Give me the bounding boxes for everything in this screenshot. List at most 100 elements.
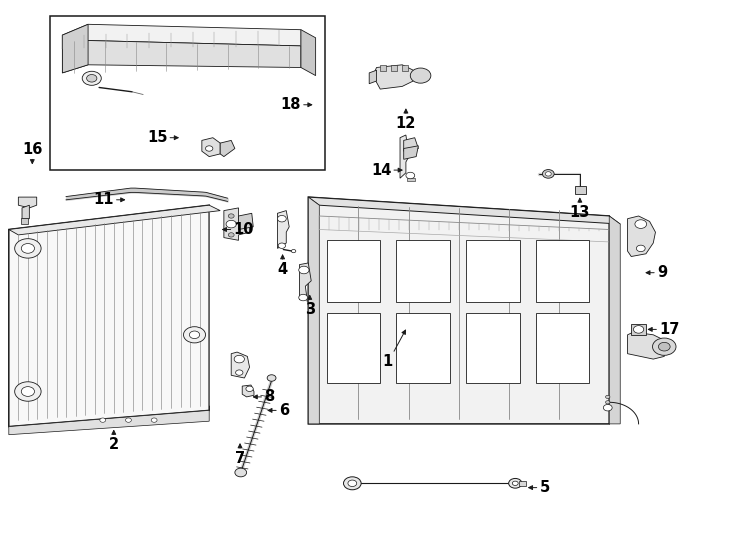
Circle shape bbox=[406, 172, 415, 179]
Text: 11: 11 bbox=[93, 192, 114, 207]
Polygon shape bbox=[62, 24, 301, 49]
Text: 13: 13 bbox=[570, 205, 590, 220]
Polygon shape bbox=[373, 65, 413, 89]
Text: 1: 1 bbox=[382, 354, 393, 369]
Circle shape bbox=[151, 418, 157, 422]
Circle shape bbox=[299, 266, 309, 274]
Circle shape bbox=[348, 480, 357, 487]
Polygon shape bbox=[628, 332, 664, 359]
Circle shape bbox=[236, 370, 243, 375]
Circle shape bbox=[542, 170, 554, 178]
Polygon shape bbox=[9, 410, 209, 435]
Bar bbox=[536, 240, 589, 302]
Circle shape bbox=[603, 404, 612, 411]
Text: 12: 12 bbox=[396, 116, 416, 131]
Polygon shape bbox=[9, 205, 220, 235]
Polygon shape bbox=[242, 385, 254, 397]
Circle shape bbox=[512, 481, 518, 485]
Text: 17: 17 bbox=[659, 322, 680, 337]
Text: 15: 15 bbox=[147, 130, 167, 145]
Polygon shape bbox=[308, 197, 319, 424]
Circle shape bbox=[658, 342, 670, 351]
Circle shape bbox=[344, 477, 361, 490]
Circle shape bbox=[410, 68, 431, 83]
Circle shape bbox=[653, 338, 676, 355]
Circle shape bbox=[126, 418, 131, 422]
Bar bbox=[575, 186, 586, 194]
Polygon shape bbox=[22, 205, 29, 219]
Text: 4: 4 bbox=[277, 262, 288, 277]
Text: 6: 6 bbox=[279, 403, 289, 418]
Circle shape bbox=[228, 214, 234, 218]
Circle shape bbox=[206, 146, 213, 151]
Text: 3: 3 bbox=[305, 302, 315, 318]
Polygon shape bbox=[62, 24, 88, 73]
Circle shape bbox=[545, 172, 551, 176]
Circle shape bbox=[189, 331, 200, 339]
Polygon shape bbox=[400, 135, 409, 178]
Polygon shape bbox=[220, 140, 235, 157]
Polygon shape bbox=[299, 263, 311, 300]
Circle shape bbox=[267, 375, 276, 381]
Circle shape bbox=[100, 418, 106, 422]
Text: 5: 5 bbox=[539, 480, 550, 495]
Circle shape bbox=[234, 355, 244, 363]
Circle shape bbox=[21, 387, 34, 396]
Bar bbox=[327, 313, 380, 383]
Circle shape bbox=[278, 243, 286, 248]
Bar bbox=[466, 313, 520, 383]
Circle shape bbox=[21, 244, 34, 253]
Text: 16: 16 bbox=[22, 141, 43, 157]
Bar bbox=[327, 240, 380, 302]
Bar bbox=[396, 240, 450, 302]
Text: 2: 2 bbox=[109, 437, 119, 453]
Polygon shape bbox=[301, 30, 316, 76]
Text: 10: 10 bbox=[233, 222, 254, 237]
Bar bbox=[21, 218, 28, 224]
Bar bbox=[466, 240, 520, 302]
Bar bbox=[391, 65, 397, 71]
Circle shape bbox=[235, 468, 247, 477]
Circle shape bbox=[246, 386, 253, 391]
Text: 9: 9 bbox=[657, 265, 667, 280]
Polygon shape bbox=[18, 197, 37, 208]
Circle shape bbox=[606, 395, 610, 399]
Polygon shape bbox=[369, 70, 377, 84]
Circle shape bbox=[184, 327, 206, 343]
Bar bbox=[402, 65, 408, 71]
Polygon shape bbox=[231, 352, 250, 378]
Text: 7: 7 bbox=[235, 451, 245, 466]
Polygon shape bbox=[224, 208, 250, 240]
Text: 18: 18 bbox=[280, 97, 301, 112]
Polygon shape bbox=[308, 197, 620, 224]
Bar bbox=[396, 313, 450, 383]
Polygon shape bbox=[62, 40, 301, 73]
Polygon shape bbox=[404, 138, 418, 151]
Text: 14: 14 bbox=[371, 163, 391, 178]
Polygon shape bbox=[239, 213, 253, 230]
Circle shape bbox=[509, 478, 522, 488]
Circle shape bbox=[87, 75, 97, 82]
Bar bbox=[536, 313, 589, 383]
Polygon shape bbox=[277, 211, 289, 248]
Circle shape bbox=[606, 401, 610, 404]
Circle shape bbox=[15, 239, 41, 258]
Polygon shape bbox=[308, 197, 609, 424]
Circle shape bbox=[291, 249, 296, 253]
Circle shape bbox=[15, 382, 41, 401]
Circle shape bbox=[633, 326, 644, 333]
Text: 8: 8 bbox=[264, 389, 275, 404]
Bar bbox=[50, 16, 325, 170]
Bar bbox=[380, 65, 386, 71]
Circle shape bbox=[277, 215, 286, 222]
Circle shape bbox=[636, 245, 645, 252]
Circle shape bbox=[635, 220, 647, 228]
Polygon shape bbox=[202, 138, 220, 157]
Circle shape bbox=[82, 71, 101, 85]
Bar bbox=[407, 178, 415, 181]
Circle shape bbox=[226, 220, 236, 228]
Circle shape bbox=[228, 233, 234, 237]
Polygon shape bbox=[9, 205, 209, 427]
Polygon shape bbox=[628, 216, 655, 256]
Polygon shape bbox=[404, 146, 418, 159]
